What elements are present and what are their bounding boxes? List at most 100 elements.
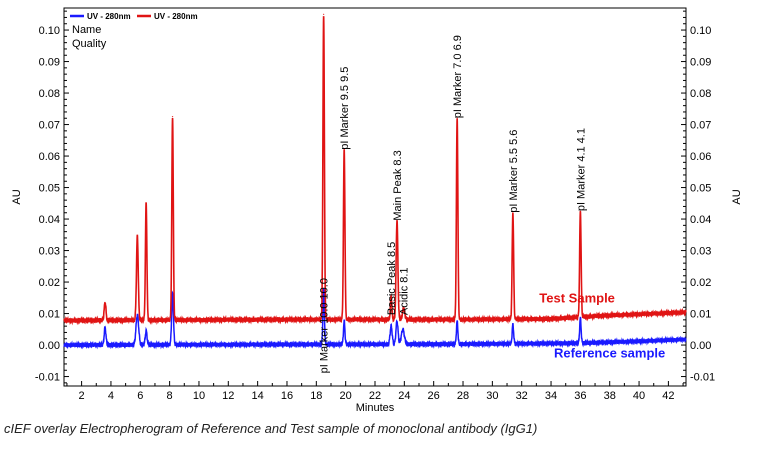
peak-label: pI Marker 5.5 5.6 bbox=[508, 130, 520, 213]
x-tick-label: 40 bbox=[633, 390, 645, 402]
peak-apex-point bbox=[403, 308, 405, 310]
peak-apex-point bbox=[396, 320, 398, 323]
y-tick-label-left: 0.02 bbox=[39, 277, 60, 289]
y-axis-title-right: AU bbox=[731, 189, 743, 204]
peak-apex-point bbox=[512, 323, 514, 326]
y-tick-label-left: 0.03 bbox=[39, 246, 60, 258]
series-line bbox=[63, 288, 687, 350]
series-annotations: Test Sample Reference sample bbox=[539, 291, 665, 361]
x-tick-label: 14 bbox=[252, 390, 264, 402]
series-layer bbox=[63, 13, 687, 350]
y-tick-label-left: 0.01 bbox=[39, 309, 60, 321]
x-axis: 2 4 6 8 10 12 14 16 18 20 22 24 26 28 30 32 34 36 38 40 42 bbox=[66, 381, 684, 402]
y-tick-label-right: 0.07 bbox=[690, 120, 711, 132]
series-group bbox=[63, 288, 687, 350]
legend-label-red: UV - 280nm bbox=[154, 12, 198, 21]
x-tick-label: 4 bbox=[108, 390, 114, 402]
x-tick-label: 22 bbox=[369, 390, 381, 402]
y-axis-title-left: AU bbox=[11, 189, 23, 204]
peak-label: pI Marker 4.1 4.1 bbox=[575, 128, 587, 211]
x-tick-label: 32 bbox=[516, 390, 528, 402]
x-tick-label: 10 bbox=[193, 390, 205, 402]
peak-apex-point bbox=[390, 325, 392, 327]
x-tick-label: 36 bbox=[574, 390, 586, 402]
peak-apex-point bbox=[145, 330, 147, 332]
figure-caption: cIEF overlay Electropherogram of Referen… bbox=[4, 421, 538, 436]
peak-apex-point bbox=[579, 210, 581, 212]
legend-name-line: Name bbox=[72, 24, 101, 36]
x-tick-label: 26 bbox=[428, 390, 440, 402]
x-tick-label: 24 bbox=[398, 390, 410, 402]
peak-apex-point bbox=[343, 149, 345, 151]
x-tick-label: 16 bbox=[281, 390, 293, 402]
peak-apex-point bbox=[456, 117, 458, 119]
series-annotation: Test Sample bbox=[539, 291, 615, 306]
y-tick-label-left: 0.09 bbox=[39, 57, 60, 69]
y-tick-label-right: 0.09 bbox=[690, 57, 711, 69]
peak-apex-point bbox=[402, 328, 404, 330]
x-tick-label: 34 bbox=[545, 390, 557, 402]
y-tick-label-left: 0.07 bbox=[39, 120, 60, 132]
x-tick-label: 28 bbox=[457, 390, 469, 402]
x-tick-label: 38 bbox=[604, 390, 616, 402]
y-tick-label-left: 0.04 bbox=[39, 214, 60, 226]
peak-apex-point bbox=[512, 212, 514, 214]
peak-apex-point bbox=[323, 13, 325, 15]
y-tick-label-right: 0.05 bbox=[690, 183, 711, 195]
y-tick-label-left: 0.10 bbox=[39, 25, 60, 37]
y-tick-label-right: 0.03 bbox=[690, 246, 711, 258]
x-tick-label: 42 bbox=[662, 390, 674, 402]
y-tick-label-right: 0.06 bbox=[690, 151, 711, 163]
y-tick-label-right: 0.04 bbox=[690, 214, 711, 226]
series-line bbox=[63, 16, 687, 326]
plot-frame bbox=[63, 7, 687, 387]
legend-quality-line: Quality bbox=[72, 38, 107, 50]
x-tick-label: 30 bbox=[486, 390, 498, 402]
y-tick-label-right: 0.01 bbox=[690, 309, 711, 321]
peak-label: pI Marker 7.0 6.9 bbox=[452, 35, 464, 118]
y-tick-label-right: 0.00 bbox=[690, 340, 711, 352]
y-tick-label-right: -0.01 bbox=[690, 372, 715, 384]
x-axis-title: Minutes bbox=[356, 402, 395, 414]
y-tick-label-right: 0.10 bbox=[690, 25, 711, 37]
peak-labels: pI Marker 10.0 10.0 pI Marker 9.5 9.5 Basi… bbox=[319, 35, 588, 373]
peak-apex-point bbox=[323, 289, 325, 291]
peak-apex-point bbox=[104, 327, 106, 329]
x-tick-label: 2 bbox=[79, 390, 85, 402]
peak-apex-point bbox=[396, 220, 398, 222]
peak-apex-point bbox=[104, 301, 106, 304]
peak-apex-point bbox=[136, 235, 138, 237]
peak-label: Main Peak 8.3 bbox=[392, 150, 404, 220]
peak-apex-point bbox=[343, 320, 345, 323]
peak-apex-point bbox=[171, 116, 174, 118]
y-axis-right: -0.01 0.00 0.01 0.02 0.03 0.04 0.05 0.06 0.07 0.0… bbox=[681, 10, 715, 384]
y-tick-label-left: -0.01 bbox=[35, 372, 60, 384]
peak-label: pI Marker 9.5 9.5 bbox=[339, 67, 351, 150]
legend-label-blue: UV - 280nm bbox=[87, 12, 131, 21]
peak-apex-point bbox=[171, 292, 174, 294]
peak-apex-point bbox=[579, 317, 581, 319]
y-tick-label-left: 0.00 bbox=[39, 340, 60, 352]
y-tick-label-left: 0.06 bbox=[39, 151, 60, 163]
peak-label: pI Marker 10.0 10.0 bbox=[319, 278, 331, 373]
x-tick-label: 12 bbox=[222, 390, 234, 402]
legend: UV - 280nm UV - 280nm Name Quality bbox=[70, 12, 198, 50]
y-tick-label-right: 0.02 bbox=[690, 277, 711, 289]
peak-apex-point bbox=[145, 202, 147, 204]
y-axis-left: -0.01 0.00 0.01 0.02 0.03 0.04 0.05 0.06 0.07 0.0… bbox=[35, 10, 69, 384]
peak-label: Basic Peak 8.5 bbox=[386, 242, 398, 315]
x-tick-label: 20 bbox=[340, 390, 352, 402]
x-tick-label: 6 bbox=[137, 390, 143, 402]
series-group bbox=[63, 13, 687, 326]
y-tick-label-left: 0.08 bbox=[39, 88, 60, 100]
series-annotation: Reference sample bbox=[554, 346, 665, 361]
peak-apex-point bbox=[456, 320, 458, 323]
x-tick-label: 8 bbox=[167, 390, 173, 402]
x-tick-label: 18 bbox=[310, 390, 322, 402]
y-tick-label-right: 0.08 bbox=[690, 88, 711, 100]
peak-apex-point bbox=[390, 295, 392, 297]
y-tick-label-left: 0.05 bbox=[39, 183, 60, 195]
peak-apex-point bbox=[136, 314, 138, 316]
electropherogram-chart: 2 4 6 8 10 12 14 16 18 20 22 24 26 28 30 32 34 36 38 40 42 -… bbox=[11, 7, 743, 414]
peak-label: Acidic 8.1 bbox=[399, 267, 411, 315]
